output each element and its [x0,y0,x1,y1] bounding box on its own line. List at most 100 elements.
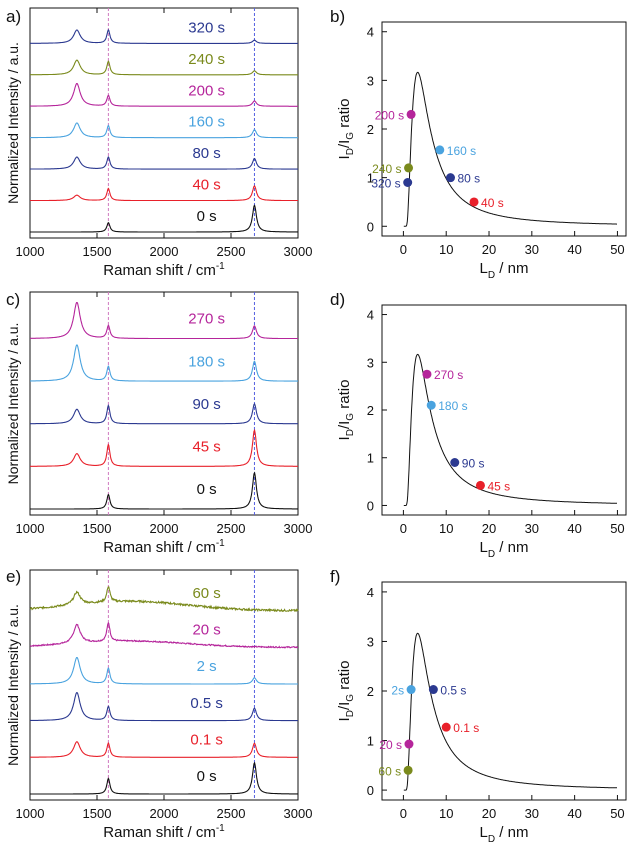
data-point-20-s [404,739,414,749]
x-tick-label: 2500 [217,806,246,821]
y-tick-label: 2 [367,403,374,418]
x-tick-label: 20 [482,806,496,821]
series-label: 0.1 s [190,732,223,749]
point-label: 40 s [481,196,504,210]
point-label: 200 s [375,108,404,122]
panel-e: e) 0 s 0.1 s 0.5 s 2 s 20 s 60 s 1000 1500 2000 25… [5,567,312,841]
x-tick-label: 3000 [284,806,313,821]
data-point-0-1-s [441,722,451,732]
x-axis-label: LD / nm [480,260,529,281]
y-label-part: ratio [336,99,353,132]
panel-label: f) [330,567,340,586]
y-tick-label: 3 [367,634,374,649]
spectrum-45-s [30,428,298,467]
x-tick-label: 30 [525,242,539,257]
y-tick-label: 3 [367,355,374,370]
y-tick-label: 2 [367,122,374,137]
x-tick-label: 2000 [150,806,179,821]
y-tick-label: 3 [367,73,374,88]
panel-d: d) 0 10 20 30 40 50 0 1 2 3 4 270 s 180 s 90 s45 s LD /… [330,290,627,560]
y-label-part: /I [336,702,353,710]
point-label: 240 s [372,162,401,176]
y-tick-label: 4 [367,585,374,600]
data-point-80-s [445,173,455,183]
plot-frame [29,291,299,516]
x-axis-label-sup: -1 [216,261,225,272]
x-axis-label: LD / nm [480,539,529,560]
data-point-160-s [435,145,445,155]
x-tick-label: 2000 [150,521,179,536]
x-tick-label: 30 [525,521,539,536]
y-tick-label: 1 [367,734,374,749]
y-label-part: D [345,429,356,436]
series-label: 40 s [192,177,220,194]
spectrum-0-s [30,204,298,233]
x-axis-label: Raman shift / cm-1 [103,538,225,556]
data-point-240-s [404,163,414,173]
series-label: 0 s [197,481,217,498]
plot-frame [381,581,627,801]
y-axis-label: ID/IG ratio [336,99,356,160]
spectrum-2-s [30,657,298,685]
x-tick-label: 1000 [16,521,45,536]
x-tick-label: 10 [439,521,453,536]
y-label-part: /I [336,140,353,148]
panel-label: e) [6,567,21,586]
y-tick-label: 1 [367,171,374,186]
series-label: 90 s [192,396,220,413]
x-tick-label: 50 [610,521,624,536]
series-label: 320 s [188,19,225,36]
x-axis-label-unit: / nm [495,539,528,556]
x-tick-label: 10 [439,806,453,821]
data-point-45-s [475,480,485,490]
x-tick-label: 2500 [217,521,246,536]
y-label-part: I [336,436,353,440]
x-tick-label: 40 [567,806,581,821]
spectrum-60-s [29,586,299,613]
plot-frame [381,21,627,237]
point-label: 90 s [462,457,485,471]
x-tick-label: 2000 [150,244,179,259]
series-label: 270 s [188,311,225,328]
x-tick-label: 30 [525,806,539,821]
y-axis-label: Normalized Intensity / a.u. [5,323,21,485]
spectrum-270-s [30,301,298,340]
x-axis-label-sub: D [488,834,495,845]
series-label: 160 s [188,114,225,131]
y-label-part: I [336,155,353,159]
point-label: 45 s [487,479,510,493]
spectrum-40-s [30,185,298,202]
y-label-part: G [345,694,356,702]
panel-a: a) 0 s 40 s 80 s 160 s 200 s 240 s 320 s 1000 150… [5,7,312,279]
series-label: 60 s [192,585,220,602]
x-axis-label-unit: / nm [495,260,528,277]
x-tick-label: 1000 [16,806,45,821]
y-label-part: ratio [336,661,353,694]
spectrum-200-s [30,83,298,107]
point-label: 180 s [438,399,467,413]
series-label: 240 s [188,51,225,68]
spectrum-160-s [30,122,298,139]
panel-label: a) [6,7,21,26]
data-point-180-s [426,400,436,410]
x-axis-label-sub: D [488,549,495,560]
x-tick-label: 40 [567,242,581,257]
series-label: 20 s [192,622,220,639]
point-label: 270 s [434,368,463,382]
y-label-part: /I [336,421,353,429]
y-tick-label: 1 [367,451,374,466]
y-label-part: D [345,148,356,155]
spectrum-20-s [29,621,298,649]
y-tick-label: 4 [367,308,374,323]
point-label: 60 s [378,764,401,778]
x-tick-label: 20 [482,521,496,536]
series-label: 180 s [188,353,225,370]
x-tick-label: 1500 [83,521,112,536]
x-axis-label: Raman shift / cm-1 [103,261,225,279]
x-axis-label-sup: -1 [216,538,225,549]
x-tick-label: 1500 [83,806,112,821]
spectrum-0-s [30,471,298,510]
x-axis-label: Raman shift / cm-1 [103,823,225,841]
y-axis-label: Normalized Intensity / a.u. [5,604,21,766]
